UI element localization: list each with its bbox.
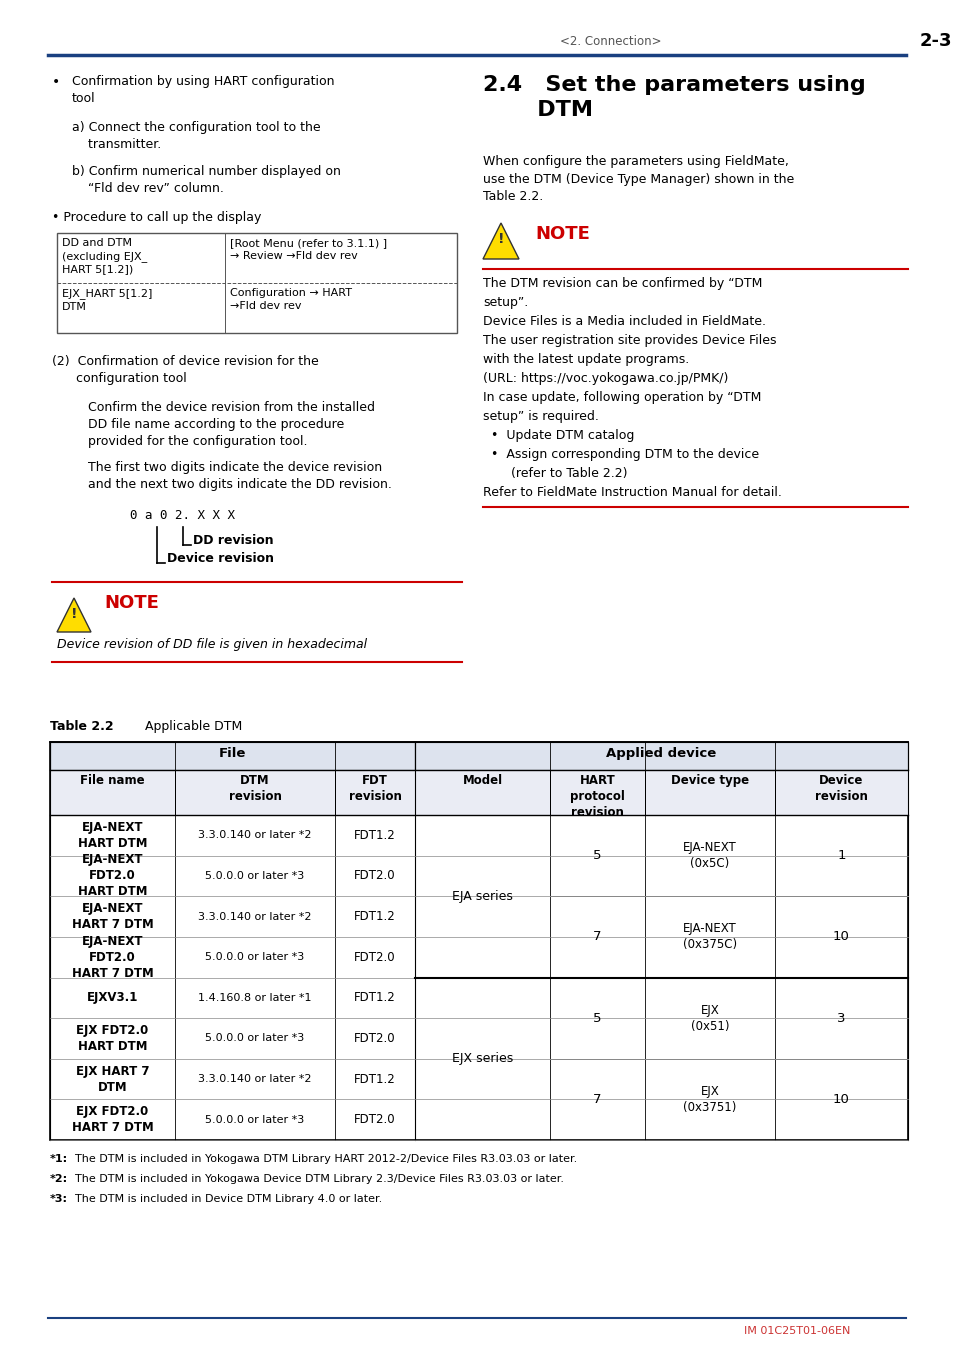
- Text: 3.3.0.140 or later *2: 3.3.0.140 or later *2: [198, 830, 312, 840]
- Text: <2. Connection>: <2. Connection>: [559, 35, 660, 49]
- Text: Confirm the device revision from the installed
DD file name according to the pro: Confirm the device revision from the ins…: [88, 401, 375, 448]
- Polygon shape: [57, 598, 91, 632]
- Text: 5.0.0.0 or later *3: 5.0.0.0 or later *3: [205, 1115, 304, 1125]
- Bar: [644, 769, 774, 815]
- Text: The DTM is included in Device DTM Library 4.0 or later.: The DTM is included in Device DTM Librar…: [75, 1193, 382, 1204]
- Bar: [550, 769, 644, 815]
- Text: FDT1.2: FDT1.2: [354, 1072, 395, 1085]
- Text: File name: File name: [80, 774, 145, 787]
- Text: EJX FDT2.0
HART DTM: EJX FDT2.0 HART DTM: [76, 1023, 149, 1053]
- Text: 10: 10: [832, 1094, 849, 1106]
- Text: 5.0.0.0 or later *3: 5.0.0.0 or later *3: [205, 952, 304, 963]
- Text: IM 01C25T01-06EN: IM 01C25T01-06EN: [742, 1326, 849, 1336]
- Text: Confirmation by using HART configuration
tool: Confirmation by using HART configuration…: [71, 76, 335, 105]
- Text: FDT2.0: FDT2.0: [354, 1031, 395, 1045]
- Text: Device type: Device type: [670, 774, 748, 787]
- Text: 1.4.160.8 or later *1: 1.4.160.8 or later *1: [198, 992, 312, 1003]
- Text: Device
revision: Device revision: [814, 774, 867, 803]
- Bar: [50, 743, 415, 770]
- Text: 10: 10: [832, 930, 849, 944]
- Text: NOTE: NOTE: [104, 594, 159, 612]
- Text: EJA-NEXT
HART DTM: EJA-NEXT HART DTM: [77, 821, 147, 849]
- Text: When configure the parameters using FieldMate,
use the DTM (Device Type Manager): When configure the parameters using Fiel…: [482, 155, 794, 202]
- Text: 5: 5: [593, 849, 601, 863]
- Text: Device revision of DD file is given in hexadecimal: Device revision of DD file is given in h…: [57, 639, 367, 651]
- Text: 3.3.0.140 or later *2: 3.3.0.140 or later *2: [198, 911, 312, 922]
- Text: EJA series: EJA series: [452, 890, 513, 903]
- Bar: [774, 769, 907, 815]
- Text: !: !: [71, 606, 77, 621]
- Text: FDT2.0: FDT2.0: [354, 950, 395, 964]
- Text: Applicable DTM: Applicable DTM: [145, 720, 242, 733]
- Text: Refer to FieldMate Instruction Manual for detail.: Refer to FieldMate Instruction Manual fo…: [482, 486, 781, 500]
- Text: 0 a 0 2. X X X: 0 a 0 2. X X X: [130, 509, 234, 522]
- Text: (2)  Confirmation of device revision for the
      configuration tool: (2) Confirmation of device revision for …: [52, 355, 318, 385]
- Text: EJA-NEXT
(0x375C): EJA-NEXT (0x375C): [682, 922, 737, 952]
- Text: 2.4   Set the parameters using
       DTM: 2.4 Set the parameters using DTM: [482, 76, 864, 120]
- Bar: [415, 743, 907, 770]
- Text: EJX HART 7
DTM: EJX HART 7 DTM: [75, 1065, 149, 1094]
- Text: The DTM is included in Yokogawa Device DTM Library 2.3/Device Files R3.03.03 or : The DTM is included in Yokogawa Device D…: [75, 1174, 563, 1184]
- Text: NOTE: NOTE: [535, 225, 589, 243]
- Text: EJX_HART 5[1.2]
DTM: EJX_HART 5[1.2] DTM: [62, 288, 152, 312]
- Text: 5.0.0.0 or later *3: 5.0.0.0 or later *3: [205, 871, 304, 882]
- Text: •  Update DTM catalog: • Update DTM catalog: [482, 429, 634, 441]
- Text: DD and DTM
(excluding EJX_
HART 5[1.2]): DD and DTM (excluding EJX_ HART 5[1.2]): [62, 238, 147, 274]
- Text: with the latest update programs.: with the latest update programs.: [482, 352, 688, 366]
- Text: EJXV3.1: EJXV3.1: [87, 991, 138, 1004]
- Text: FDT2.0: FDT2.0: [354, 1114, 395, 1126]
- Text: 2-3: 2-3: [919, 32, 951, 50]
- Text: EJA-NEXT
HART 7 DTM: EJA-NEXT HART 7 DTM: [71, 902, 153, 932]
- Text: *2:: *2:: [50, 1174, 68, 1184]
- Text: Configuration → HART
→Fld dev rev: Configuration → HART →Fld dev rev: [230, 288, 352, 311]
- Text: •  Assign corresponding DTM to the device: • Assign corresponding DTM to the device: [482, 448, 759, 460]
- Text: In case update, following operation by “DTM: In case update, following operation by “…: [482, 392, 760, 404]
- Text: Device revision: Device revision: [167, 552, 274, 566]
- Text: *3:: *3:: [50, 1193, 68, 1204]
- Bar: [57, 234, 456, 333]
- Text: [Root Menu (refer to 3.1.1) ]
→ Review →Fld dev rev: [Root Menu (refer to 3.1.1) ] → Review →…: [230, 238, 387, 261]
- Text: Table 2.2: Table 2.2: [50, 720, 113, 733]
- Text: FDT2.0: FDT2.0: [354, 869, 395, 883]
- Text: DD revision: DD revision: [193, 535, 274, 548]
- Text: EJX FDT2.0
HART 7 DTM: EJX FDT2.0 HART 7 DTM: [71, 1106, 153, 1134]
- Text: (refer to Table 2.2): (refer to Table 2.2): [482, 467, 627, 481]
- Text: (URL: https://voc.yokogawa.co.jp/PMK/): (URL: https://voc.yokogawa.co.jp/PMK/): [482, 373, 727, 385]
- Text: DTM
revision: DTM revision: [229, 774, 281, 803]
- Text: 3.3.0.140 or later *2: 3.3.0.140 or later *2: [198, 1075, 312, 1084]
- Text: 7: 7: [593, 930, 601, 944]
- Text: The user registration site provides Device Files: The user registration site provides Devi…: [482, 333, 776, 347]
- Text: EJX
(0x51): EJX (0x51): [690, 1003, 728, 1033]
- Bar: [174, 769, 335, 815]
- Text: 1: 1: [837, 849, 845, 863]
- Text: EJX series: EJX series: [452, 1052, 513, 1065]
- Text: The first two digits indicate the device revision
and the next two digits indica: The first two digits indicate the device…: [88, 460, 392, 491]
- Bar: [415, 769, 550, 815]
- Text: setup”.: setup”.: [482, 296, 528, 309]
- Text: 3: 3: [837, 1011, 845, 1025]
- Text: Applied device: Applied device: [606, 747, 716, 760]
- Bar: [50, 743, 907, 1139]
- Text: 5.0.0.0 or later *3: 5.0.0.0 or later *3: [205, 1034, 304, 1044]
- Text: *1:: *1:: [50, 1154, 68, 1164]
- Text: FDT1.2: FDT1.2: [354, 910, 395, 923]
- Text: The DTM is included in Yokogawa DTM Library HART 2012-2/Device Files R3.03.03 or: The DTM is included in Yokogawa DTM Libr…: [75, 1154, 577, 1164]
- Text: • Procedure to call up the display: • Procedure to call up the display: [52, 211, 261, 224]
- Text: 7: 7: [593, 1094, 601, 1106]
- Bar: [50, 769, 174, 815]
- Text: •: •: [52, 76, 60, 89]
- Text: EJX
(0x3751): EJX (0x3751): [682, 1085, 736, 1114]
- Text: HART
protocol
revision: HART protocol revision: [570, 774, 624, 819]
- Text: 5: 5: [593, 1011, 601, 1025]
- Text: EJA-NEXT
FDT2.0
HART DTM: EJA-NEXT FDT2.0 HART DTM: [77, 853, 147, 899]
- Polygon shape: [482, 223, 518, 259]
- Text: a) Connect the configuration tool to the
    transmitter.: a) Connect the configuration tool to the…: [71, 122, 320, 151]
- Text: EJA-NEXT
FDT2.0
HART 7 DTM: EJA-NEXT FDT2.0 HART 7 DTM: [71, 934, 153, 980]
- Text: EJA-NEXT
(0x5C): EJA-NEXT (0x5C): [682, 841, 736, 871]
- Text: The DTM revision can be confirmed by “DTM: The DTM revision can be confirmed by “DT…: [482, 277, 761, 290]
- Text: setup” is required.: setup” is required.: [482, 410, 598, 423]
- Text: b) Confirm numerical number displayed on
    “Fld dev rev” column.: b) Confirm numerical number displayed on…: [71, 165, 340, 194]
- Text: FDT1.2: FDT1.2: [354, 829, 395, 842]
- Text: FDT1.2: FDT1.2: [354, 991, 395, 1004]
- Text: FDT
revision: FDT revision: [348, 774, 401, 803]
